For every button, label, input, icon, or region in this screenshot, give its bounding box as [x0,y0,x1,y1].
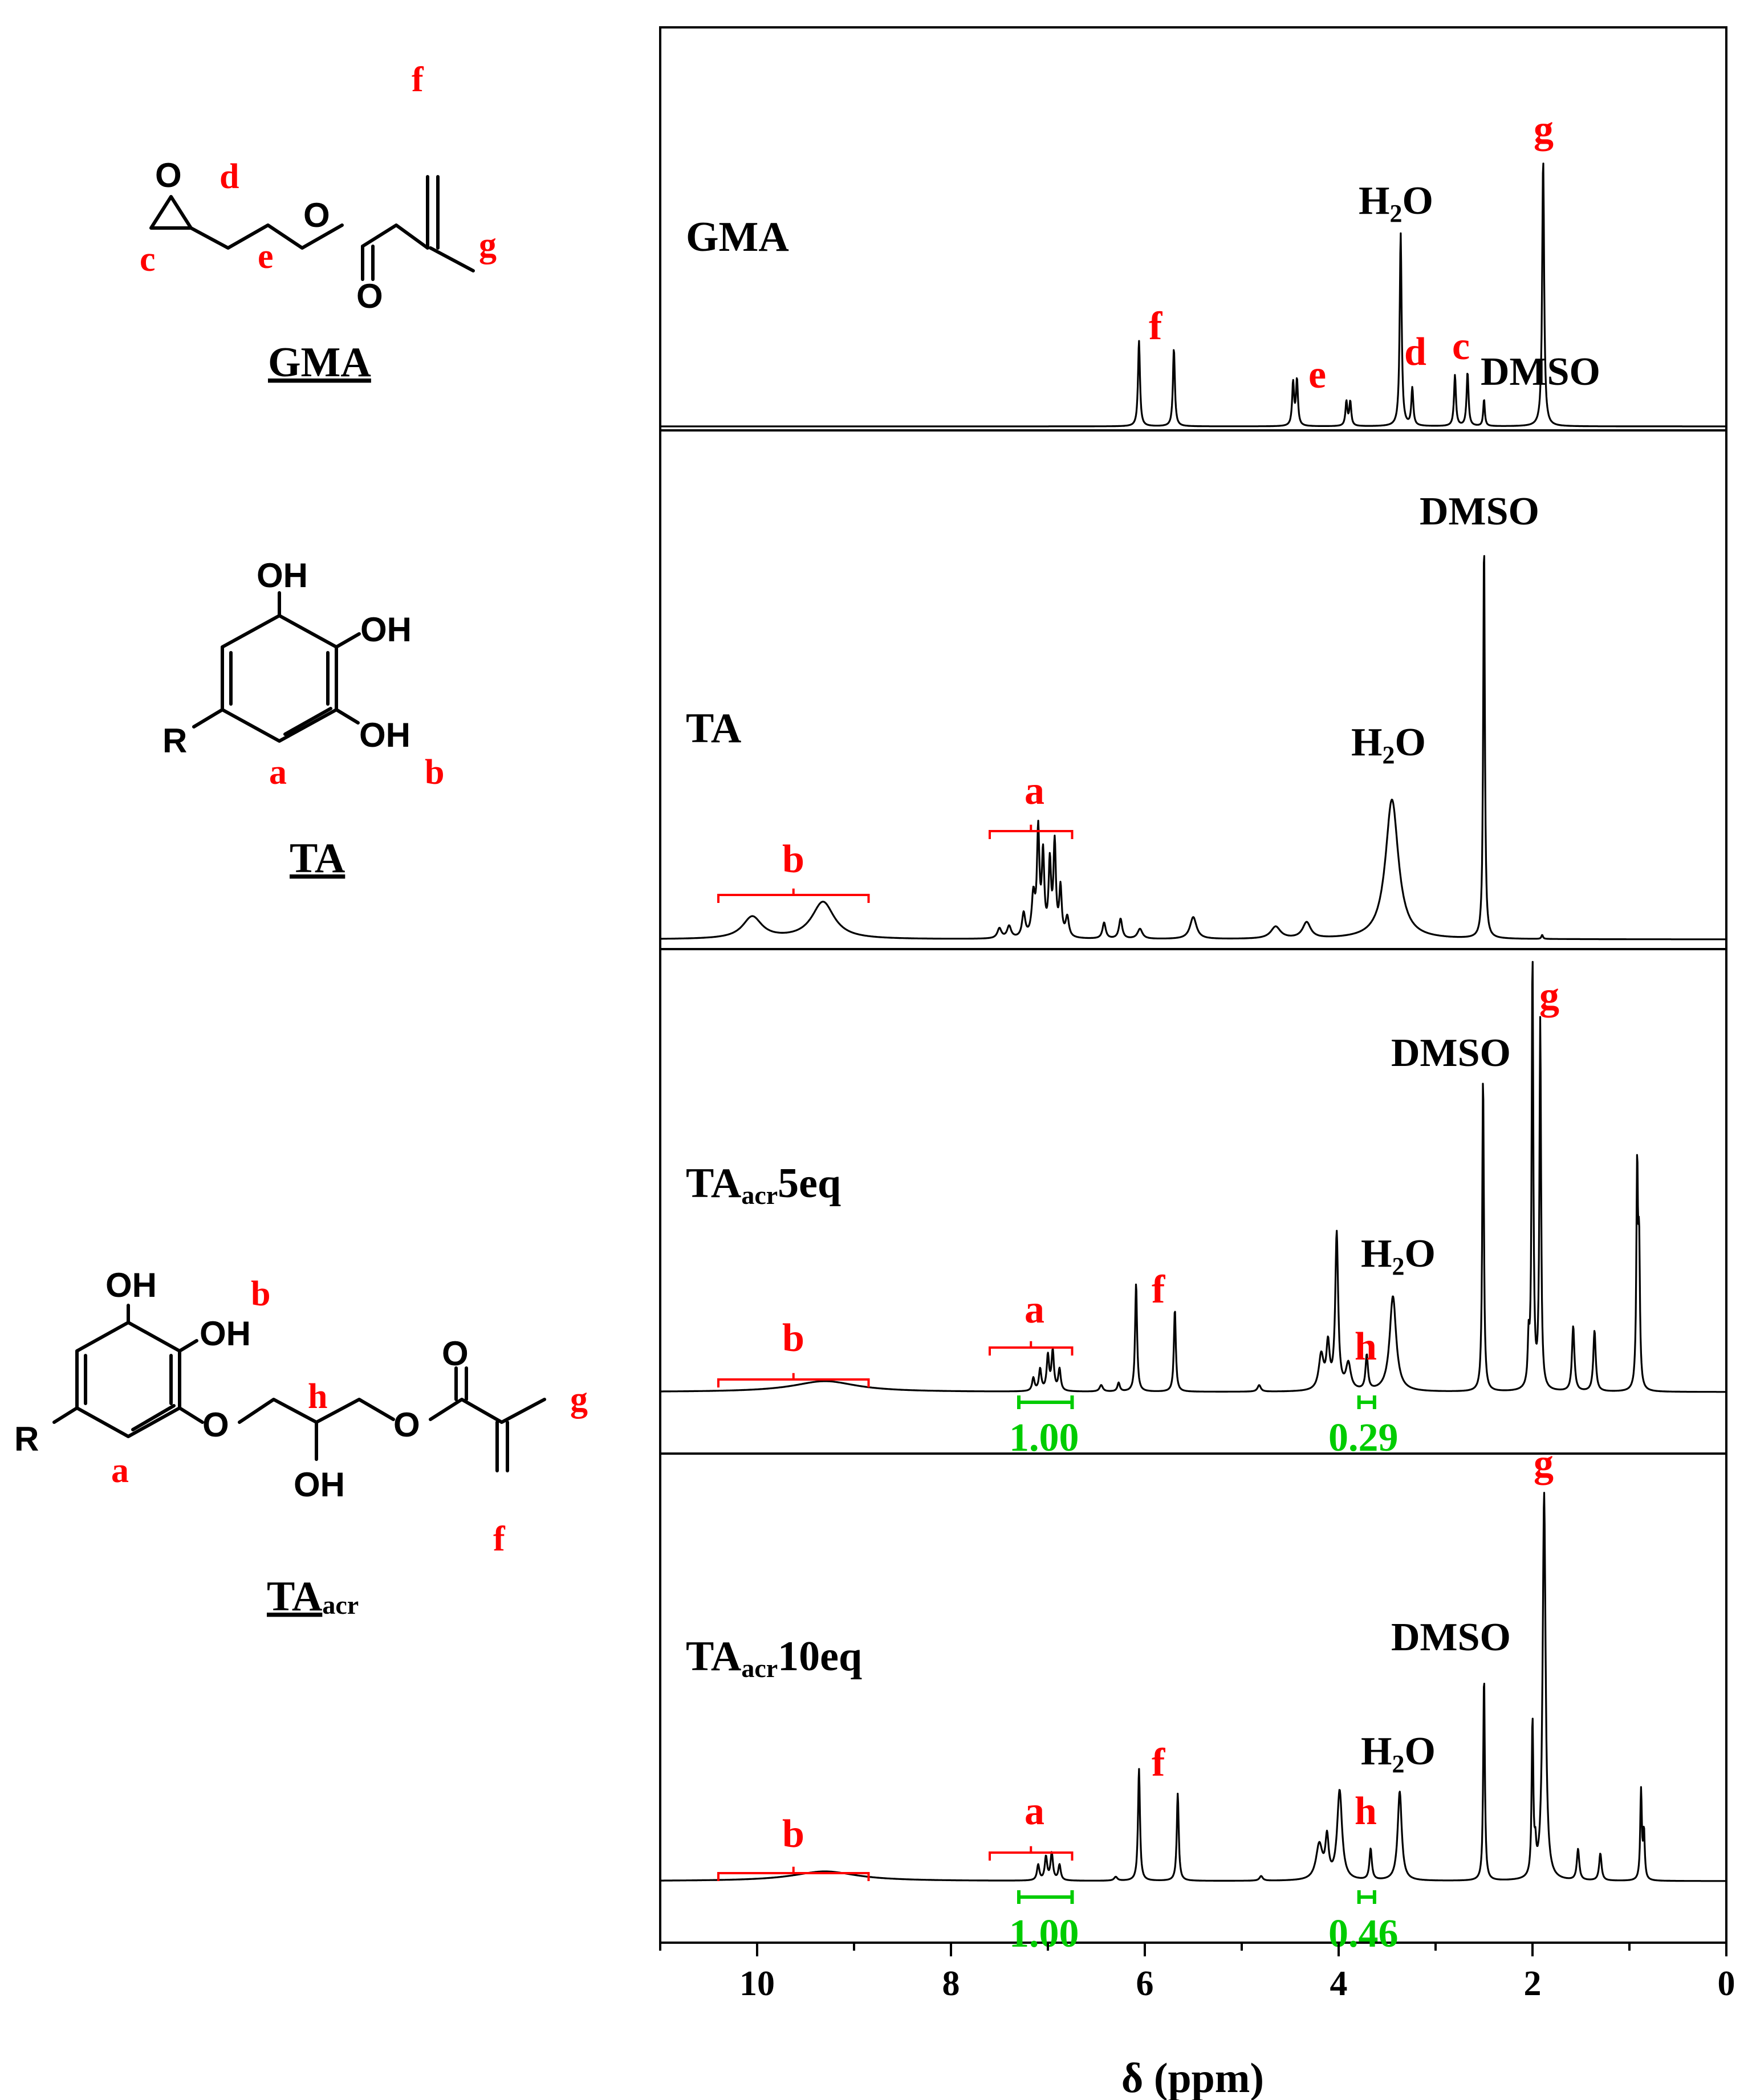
ta-peak-label-dmso: DMSO [1420,490,1539,534]
gma-peak-label-d: d [1404,330,1426,374]
taacr5-peak-label-h: h [1355,1325,1377,1369]
taacr5-bracket-b [717,1373,870,1387]
nmr-spectra-panel: GMA f e d c DMSO H2O g TA b a H2O DMSO T… [659,26,1735,2100]
x-axis-label: δ (ppm) [1121,2055,1264,2100]
gma-structure: O O O d c e f g GMA [140,60,497,386]
label-ta: TA [686,705,741,752]
ta-peak-label-a: a [1025,769,1044,813]
ta-oh-top: OH [257,556,308,595]
label-taacr-10eq: TAacr10eq [686,1633,862,1683]
gma-peak-label-f: f [1149,304,1162,348]
gma-ring-oxygen: O [155,156,182,194]
integral-bracket-3-1 [1357,1890,1376,1904]
spectrum-trace-3 [660,961,1727,1393]
taacr-letter-b: b [251,1275,270,1313]
taacr10-peak-label-h: h [1355,1789,1377,1833]
taacr5-peak-label-g: g [1539,974,1559,1018]
taacr5-peak-label-f: f [1152,1268,1165,1312]
taacr-letter-g: g [570,1380,588,1419]
taacr10-bracket-a [989,1846,1074,1861]
taacr5-peak-label-water: H2O [1361,1232,1436,1280]
taacr-ester-oxygen: O [393,1406,420,1444]
plot-frame [659,26,1727,1944]
gma-name: GMA [268,339,371,386]
taacr5-peak-label-b: b [782,1316,804,1360]
taacr-oh-top: OH [105,1266,157,1304]
taacr10-peak-label-b: b [782,1812,804,1856]
ta-bracket-a [989,824,1074,839]
integral-bracket-2-0 [1017,1395,1074,1409]
taacr-letter-a: a [111,1451,129,1490]
x-axis: 10 8 6 4 2 0 [659,1943,1735,2003]
gma-peak-label-g: g [1534,108,1554,152]
x-tick-label: 4 [1330,1964,1348,2003]
gma-letter-f: f [412,60,424,99]
taacr10-integral-a-value: 1.00 [1009,1912,1079,1956]
taacr10-peak-label-dmso: DMSO [1391,1615,1511,1659]
gma-letter-g: g [479,226,497,264]
spectrum-brackets [717,824,1376,1904]
taacr10-integral-h-value: 0.46 [1328,1912,1399,1956]
taacr10-peak-label-f: f [1152,1741,1165,1785]
taacr-ether-oxygen: O [202,1406,229,1444]
taacr5-peak-label-dmso: DMSO [1391,1031,1511,1075]
ta-name: TA [290,835,345,882]
ta-letter-b: b [425,753,444,792]
gma-ester-oxygen: O [303,196,330,234]
integral-bracket-3-0 [1017,1890,1074,1904]
spectrum-trace-1 [660,162,1727,428]
spectrum-traces [660,162,1727,1882]
spectrum-trace-4 [660,1492,1727,1882]
taacr5-integral-a-value: 1.00 [1009,1416,1079,1460]
taacr10-peak-label-a: a [1025,1789,1044,1833]
x-tick-label: 8 [942,1964,960,2003]
taacr5-integral-h-value: 0.29 [1328,1416,1399,1460]
x-tick-label: 0 [1718,1964,1735,2003]
ta-oh-middle: OH [360,611,412,649]
taacr-side-oh: OH [294,1466,345,1504]
taacr-structure: OH OH O OH O O R b h a g f TAacr [14,1266,588,1620]
ta-bracket-b [717,888,870,903]
ta-peak-label-water: H2O [1351,721,1426,769]
taacr-carbonyl-oxygen: O [442,1334,469,1373]
taacr-letter-h: h [308,1377,327,1416]
taacr5-bracket-a [989,1341,1074,1356]
ta-structure: OH OH OH R a b TA [162,556,444,882]
taacr-oh-middle: OH [200,1314,251,1353]
ta-r-group: R [162,722,187,760]
taacr10-peak-label-g: g [1534,1442,1554,1486]
taacr10-peak-label-water: H2O [1361,1729,1436,1778]
ta-oh-bottom: OH [359,716,410,754]
gma-peak-label-c: c [1452,324,1470,368]
taacr-r-group: R [14,1420,39,1458]
label-taacr-5eq: TAacr5eq [686,1160,841,1210]
gma-carbonyl-oxygen: O [356,277,383,315]
ta-peak-label-b: b [782,837,804,881]
taacr5-peak-label-a: a [1025,1288,1044,1332]
gma-peak-label-dmso: DMSO [1481,350,1600,394]
gma-peak-label-e: e [1308,353,1326,397]
label-gma: GMA [686,214,789,261]
taacr-name: TAacr [267,1573,359,1620]
spectrum-trace-2 [660,555,1727,941]
gma-peak-label-water: H2O [1359,179,1433,227]
ta-letter-a: a [269,753,287,792]
spectrum-annotations: GMA f e d c DMSO H2O g TA b a H2O DMSO T… [686,108,1600,1956]
gma-letter-e: e [258,237,274,276]
x-tick-label: 10 [739,1964,775,2003]
gma-letter-c: c [140,240,156,279]
taacr-letter-f: f [493,1520,506,1558]
integral-bracket-2-1 [1357,1395,1376,1409]
gma-letter-d: d [219,157,239,196]
taacr10-bracket-b [717,1866,870,1881]
x-tick-label: 6 [1136,1964,1154,2003]
x-tick-label: 2 [1524,1964,1542,2003]
